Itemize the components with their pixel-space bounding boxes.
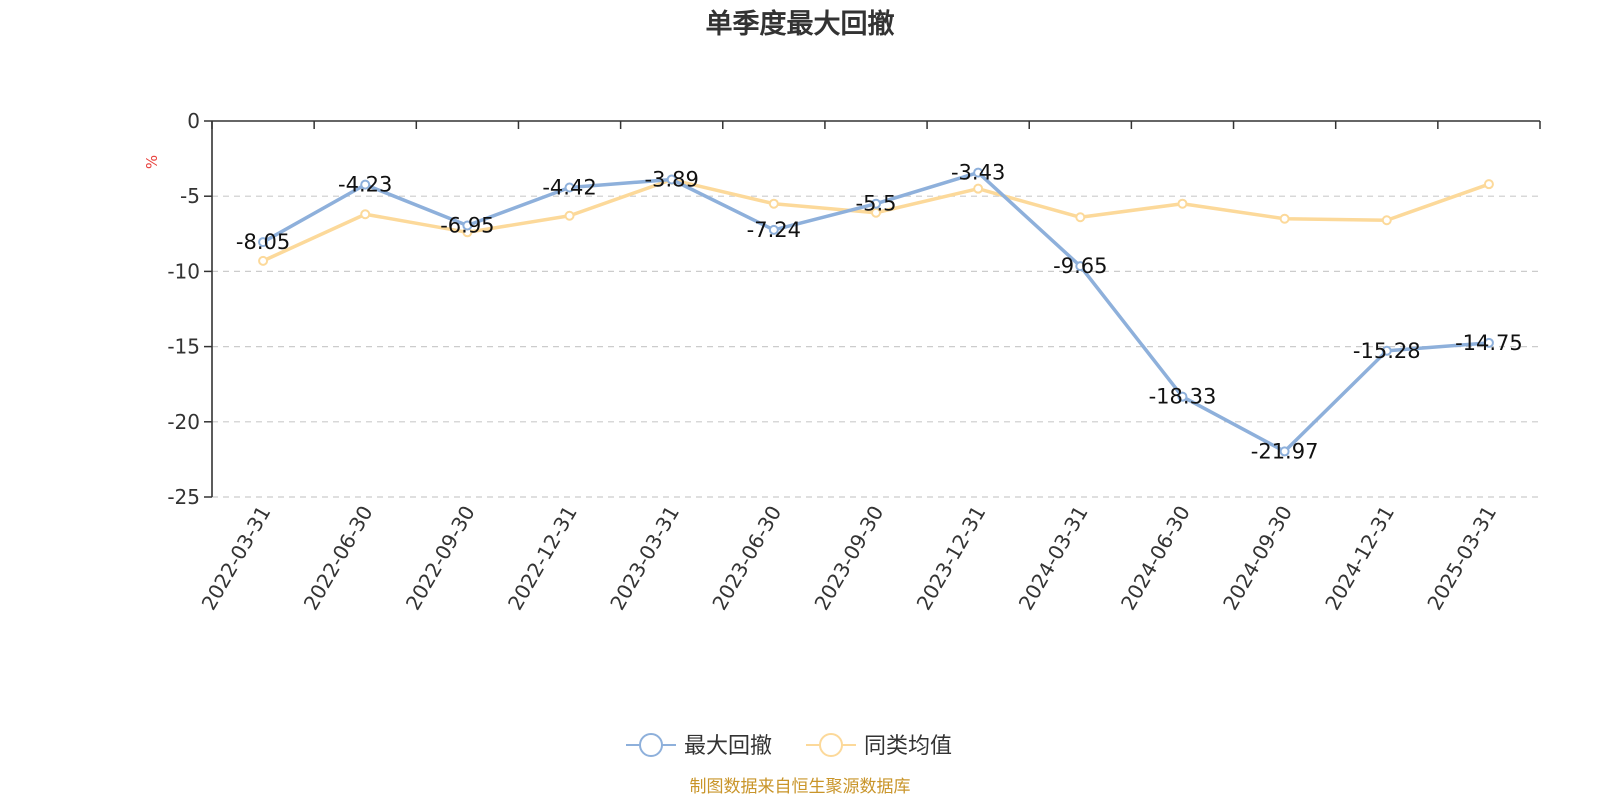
point-1-5	[768, 198, 779, 209]
y-unit-label: %	[143, 155, 161, 169]
chart-title: 单季度最大回撤	[706, 8, 895, 40]
x-tick-labels: 2022-03-31 2022-06-30 2022-09-30 2022-12-31…	[197, 501, 1502, 614]
data-label: -5.5	[856, 192, 897, 216]
point-0-9	[1177, 391, 1188, 402]
point-1-12	[1483, 179, 1494, 190]
point-1-9	[1177, 198, 1188, 209]
point-0-5	[768, 224, 779, 235]
x-tick-label: 2024-03-31	[1014, 502, 1093, 615]
axes	[204, 120, 1541, 498]
data-label: -7.24	[747, 218, 801, 242]
data-label: -18.33	[1149, 385, 1217, 409]
legend-item-0[interactable]: 最大回撤	[626, 733, 772, 759]
legend-item-1[interactable]: 同类均值	[806, 733, 952, 759]
data-label: -15.28	[1353, 339, 1421, 363]
point-1-7	[973, 183, 984, 194]
x-tick-label: 2025-03-31	[1422, 502, 1501, 615]
data-label: -6.95	[440, 214, 494, 238]
source-note: 制图数据来自恒生聚源数据库	[690, 777, 911, 797]
y-tick-label: -20	[167, 410, 200, 434]
x-tick-label: 2023-03-31	[605, 502, 684, 615]
point-0-12	[1483, 337, 1494, 348]
point-1-10	[1279, 213, 1290, 224]
legend[interactable]: 最大回撤 同类均值	[626, 733, 952, 759]
point-0-8	[1075, 261, 1086, 272]
y-tick-label: -10	[167, 259, 200, 283]
point-1-3	[564, 210, 575, 221]
data-labels: -8.05 -4.23 -6.95 -4.42 -3.89 -7.24 -5.5 -3.43 -…	[236, 161, 1523, 464]
point-0-4	[666, 174, 677, 185]
data-label: -14.75	[1455, 331, 1523, 355]
gridlines	[212, 195, 1540, 498]
data-label: -3.89	[645, 168, 699, 192]
series-lines	[258, 167, 1494, 457]
data-label: -21.97	[1251, 439, 1319, 463]
x-tick-label: 2022-03-31	[197, 502, 276, 615]
point-1-6	[871, 207, 881, 218]
data-label: -4.42	[542, 175, 596, 199]
x-tick-label: 2022-06-30	[299, 502, 378, 615]
point-0-1	[360, 179, 371, 190]
legend-marker-1	[819, 733, 843, 757]
x-tick-label: 2024-12-31	[1320, 502, 1399, 615]
point-0-6	[871, 198, 881, 209]
point-0-7	[973, 167, 984, 178]
y-tick-label: -15	[167, 335, 200, 359]
data-label: -9.65	[1053, 254, 1107, 278]
point-1-8	[1075, 212, 1086, 223]
x-tick-label: 2022-12-31	[503, 502, 582, 615]
point-0-0	[258, 237, 269, 248]
x-tick-label: 2023-09-30	[809, 502, 888, 615]
y-tick-label: 0	[187, 109, 200, 133]
legend-label: 最大回撤	[684, 734, 772, 759]
point-1-0	[258, 255, 269, 266]
x-tick-label: 2022-09-30	[401, 502, 480, 615]
point-1-11	[1381, 215, 1392, 226]
point-0-11	[1381, 345, 1392, 356]
x-tick-label: 2024-09-30	[1218, 502, 1297, 615]
data-label: -8.05	[236, 230, 290, 254]
y-tick-label: -5	[180, 184, 200, 208]
point-1-1	[360, 209, 371, 220]
x-tick-label: 2023-12-31	[912, 501, 991, 614]
y-tick-label: -25	[167, 485, 200, 509]
data-label: -3.43	[951, 161, 1005, 185]
point-0-2	[462, 220, 473, 231]
legend-label: 同类均值	[864, 734, 952, 759]
point-0-10	[1279, 446, 1290, 457]
point-0-3	[564, 182, 575, 193]
legend-marker-0	[639, 733, 663, 757]
x-tick-label: 2023-06-30	[707, 502, 786, 615]
data-label: -4.23	[338, 173, 392, 197]
x-tick-label: 2024-06-30	[1116, 502, 1195, 615]
y-tick-labels: 0 -5 -10 -15 -20 -25	[167, 109, 200, 509]
